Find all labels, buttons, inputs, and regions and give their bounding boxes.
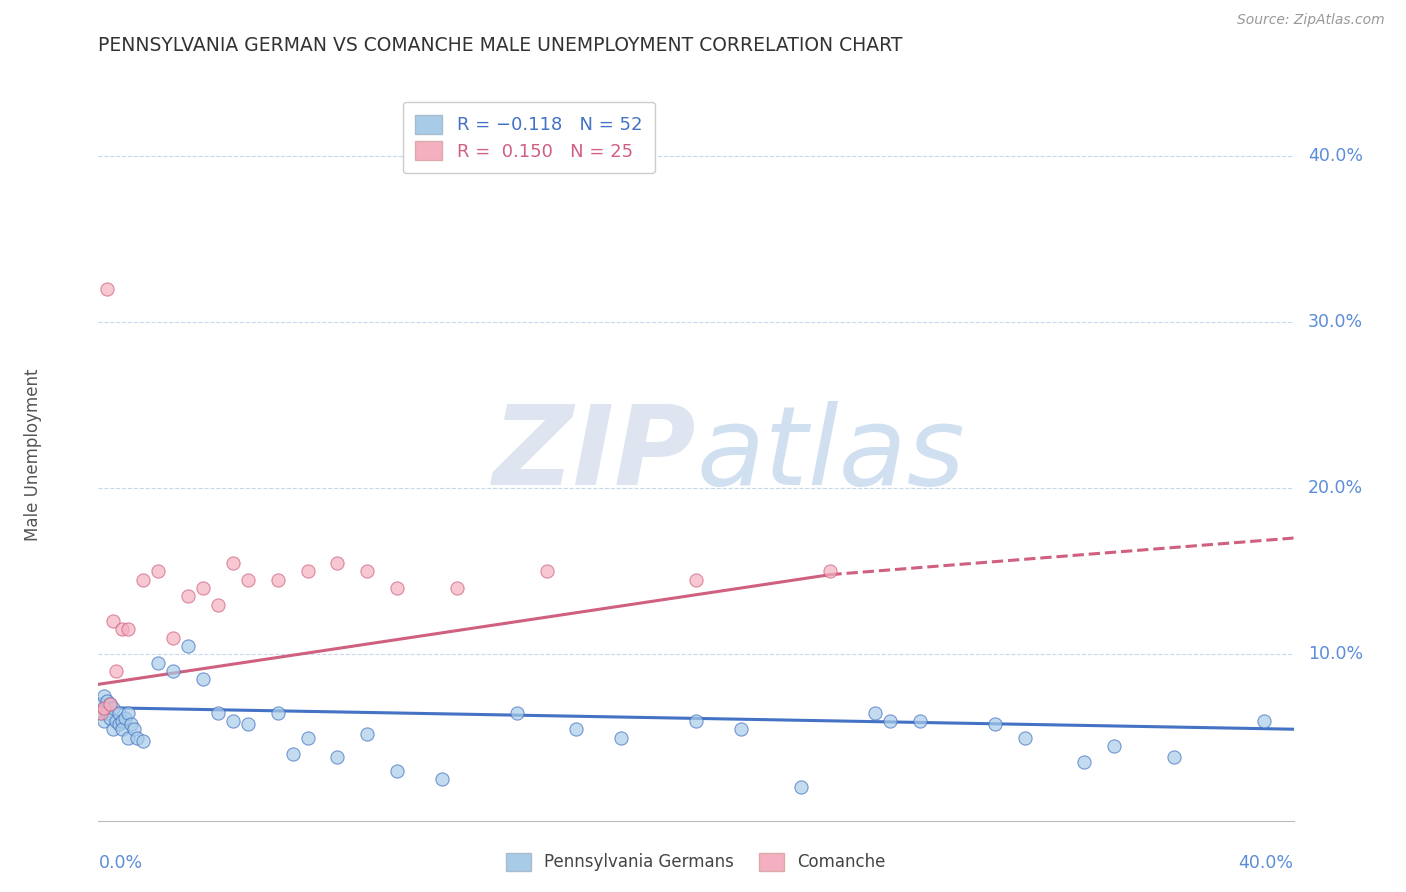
Point <box>93 714 115 728</box>
Point <box>191 581 214 595</box>
Point <box>1014 731 1036 745</box>
Point <box>93 700 115 714</box>
Point <box>1163 750 1185 764</box>
Point <box>789 780 811 795</box>
Point <box>446 581 468 595</box>
Legend: Pennsylvania Germans, Comanche: Pennsylvania Germans, Comanche <box>499 847 893 878</box>
Point <box>96 706 118 720</box>
Point <box>177 589 200 603</box>
Point <box>111 723 134 737</box>
Point <box>162 631 184 645</box>
Point <box>983 717 1005 731</box>
Point <box>207 706 229 720</box>
Point <box>207 598 229 612</box>
Text: Male Unemployment: Male Unemployment <box>24 368 42 541</box>
Point <box>1104 739 1126 753</box>
Text: PENNSYLVANIA GERMAN VS COMANCHE MALE UNEMPLOYMENT CORRELATION CHART: PENNSYLVANIA GERMAN VS COMANCHE MALE UNE… <box>98 36 903 54</box>
Point <box>356 727 378 741</box>
Point <box>267 573 290 587</box>
Point <box>385 764 409 778</box>
Point <box>105 664 128 678</box>
Text: ZIP: ZIP <box>492 401 696 508</box>
Text: 40.0%: 40.0% <box>1239 854 1294 871</box>
Point <box>90 698 112 712</box>
Point <box>103 614 125 628</box>
Point <box>114 710 136 724</box>
Point <box>326 750 349 764</box>
Point <box>730 723 752 737</box>
Text: 10.0%: 10.0% <box>1308 646 1362 664</box>
Point <box>356 564 378 578</box>
Text: 40.0%: 40.0% <box>1308 146 1362 165</box>
Point <box>93 689 115 703</box>
Point <box>98 698 122 712</box>
Point <box>117 731 139 745</box>
Point <box>98 698 122 712</box>
Point <box>90 706 112 720</box>
Point <box>236 573 259 587</box>
Point <box>565 723 588 737</box>
Point <box>685 573 707 587</box>
Point <box>385 581 409 595</box>
Point <box>108 717 131 731</box>
Point <box>105 714 128 728</box>
Point <box>177 639 200 653</box>
Point <box>117 623 139 637</box>
Point <box>908 714 931 728</box>
Point <box>93 700 115 714</box>
Point <box>120 717 142 731</box>
Point <box>222 714 245 728</box>
Point <box>236 717 259 731</box>
Point <box>111 714 134 728</box>
Point <box>132 573 155 587</box>
Point <box>506 706 529 720</box>
Point <box>865 706 887 720</box>
Text: Source: ZipAtlas.com: Source: ZipAtlas.com <box>1237 13 1385 28</box>
Point <box>610 731 633 745</box>
Point <box>132 734 155 748</box>
Point <box>820 564 842 578</box>
Point <box>281 747 304 761</box>
Text: 0.0%: 0.0% <box>98 854 142 871</box>
Point <box>108 706 131 720</box>
Point <box>124 723 146 737</box>
Point <box>162 664 184 678</box>
Point <box>98 710 122 724</box>
Text: atlas: atlas <box>696 401 965 508</box>
Point <box>117 706 139 720</box>
Point <box>685 714 707 728</box>
Point <box>103 700 125 714</box>
Point <box>222 556 245 570</box>
Point <box>148 656 170 670</box>
Point <box>96 694 118 708</box>
Point <box>148 564 170 578</box>
Point <box>1073 756 1095 770</box>
Point <box>430 772 453 786</box>
Point <box>191 673 214 687</box>
Point <box>111 623 134 637</box>
Point <box>127 731 149 745</box>
Point <box>297 731 319 745</box>
Text: 30.0%: 30.0% <box>1308 313 1362 331</box>
Point <box>96 282 118 296</box>
Point <box>267 706 290 720</box>
Text: 20.0%: 20.0% <box>1308 479 1362 497</box>
Point <box>90 706 112 720</box>
Point <box>326 556 349 570</box>
Point <box>536 564 558 578</box>
Point <box>879 714 901 728</box>
Point <box>1253 714 1275 728</box>
Point <box>297 564 319 578</box>
Point <box>103 723 125 737</box>
